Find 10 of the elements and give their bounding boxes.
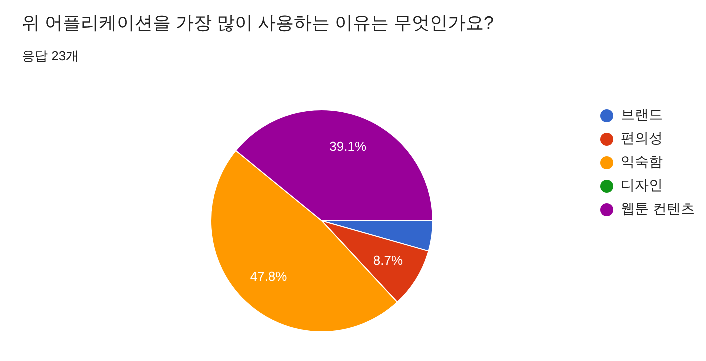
chart-title: 위 어플리케이션을 가장 많이 사용하는 이유는 무엇인가요? <box>22 12 494 33</box>
legend-label: 편의성 <box>621 130 663 146</box>
data-label: 39.1% <box>330 139 367 154</box>
legend-label: 웹툰 컨텐츠 <box>621 200 695 217</box>
text: 응답 23개 <box>22 48 80 64</box>
legend-label: 브랜드 <box>621 106 663 123</box>
data-label: 47.8% <box>250 269 288 284</box>
legend-label: 디자인 <box>621 177 663 194</box>
data-label: 8.7% <box>373 253 404 268</box>
legend-label: 익숙함 <box>621 154 663 170</box>
